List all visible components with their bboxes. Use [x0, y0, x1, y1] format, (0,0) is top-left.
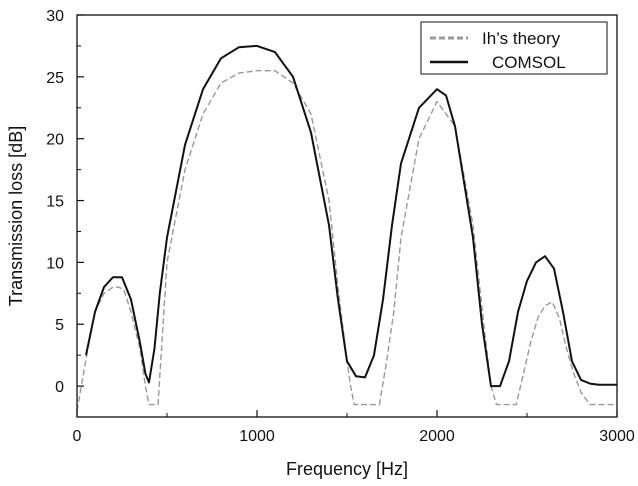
- series-line-comsol: [85, 44, 617, 388]
- legend-box: [420, 21, 608, 75]
- legend: Ih’s theory COMSOL: [420, 21, 608, 75]
- x-tick-label: 2000: [419, 428, 455, 445]
- y-tick-label: 20: [46, 132, 64, 149]
- x-tick-label: 0: [73, 428, 82, 445]
- y-tick-label: 25: [46, 70, 64, 87]
- series-line-ih-theory: [76, 70, 617, 411]
- y-axis-title: Transmission loss [dB]: [6, 126, 26, 306]
- x-axis-title: Frequency [Hz]: [286, 459, 408, 479]
- plot-frame: [76, 14, 618, 418]
- tick-layer: 0 1000 2000 3000 0 5 10 15 20 25 30: [46, 8, 635, 445]
- y-tick-label: 30: [46, 8, 64, 25]
- y-tick-label: 10: [46, 255, 64, 272]
- y-tick-label: 15: [46, 194, 64, 211]
- legend-label-comsol: COMSOL: [492, 53, 566, 72]
- series-layer: [76, 44, 617, 411]
- y-tick-label: 0: [55, 379, 64, 396]
- y-tick-label: 5: [55, 317, 64, 334]
- legend-label-ih-theory: Ih’s theory: [482, 29, 561, 48]
- x-tick-label: 1000: [239, 428, 275, 445]
- x-tick-label: 3000: [599, 428, 635, 445]
